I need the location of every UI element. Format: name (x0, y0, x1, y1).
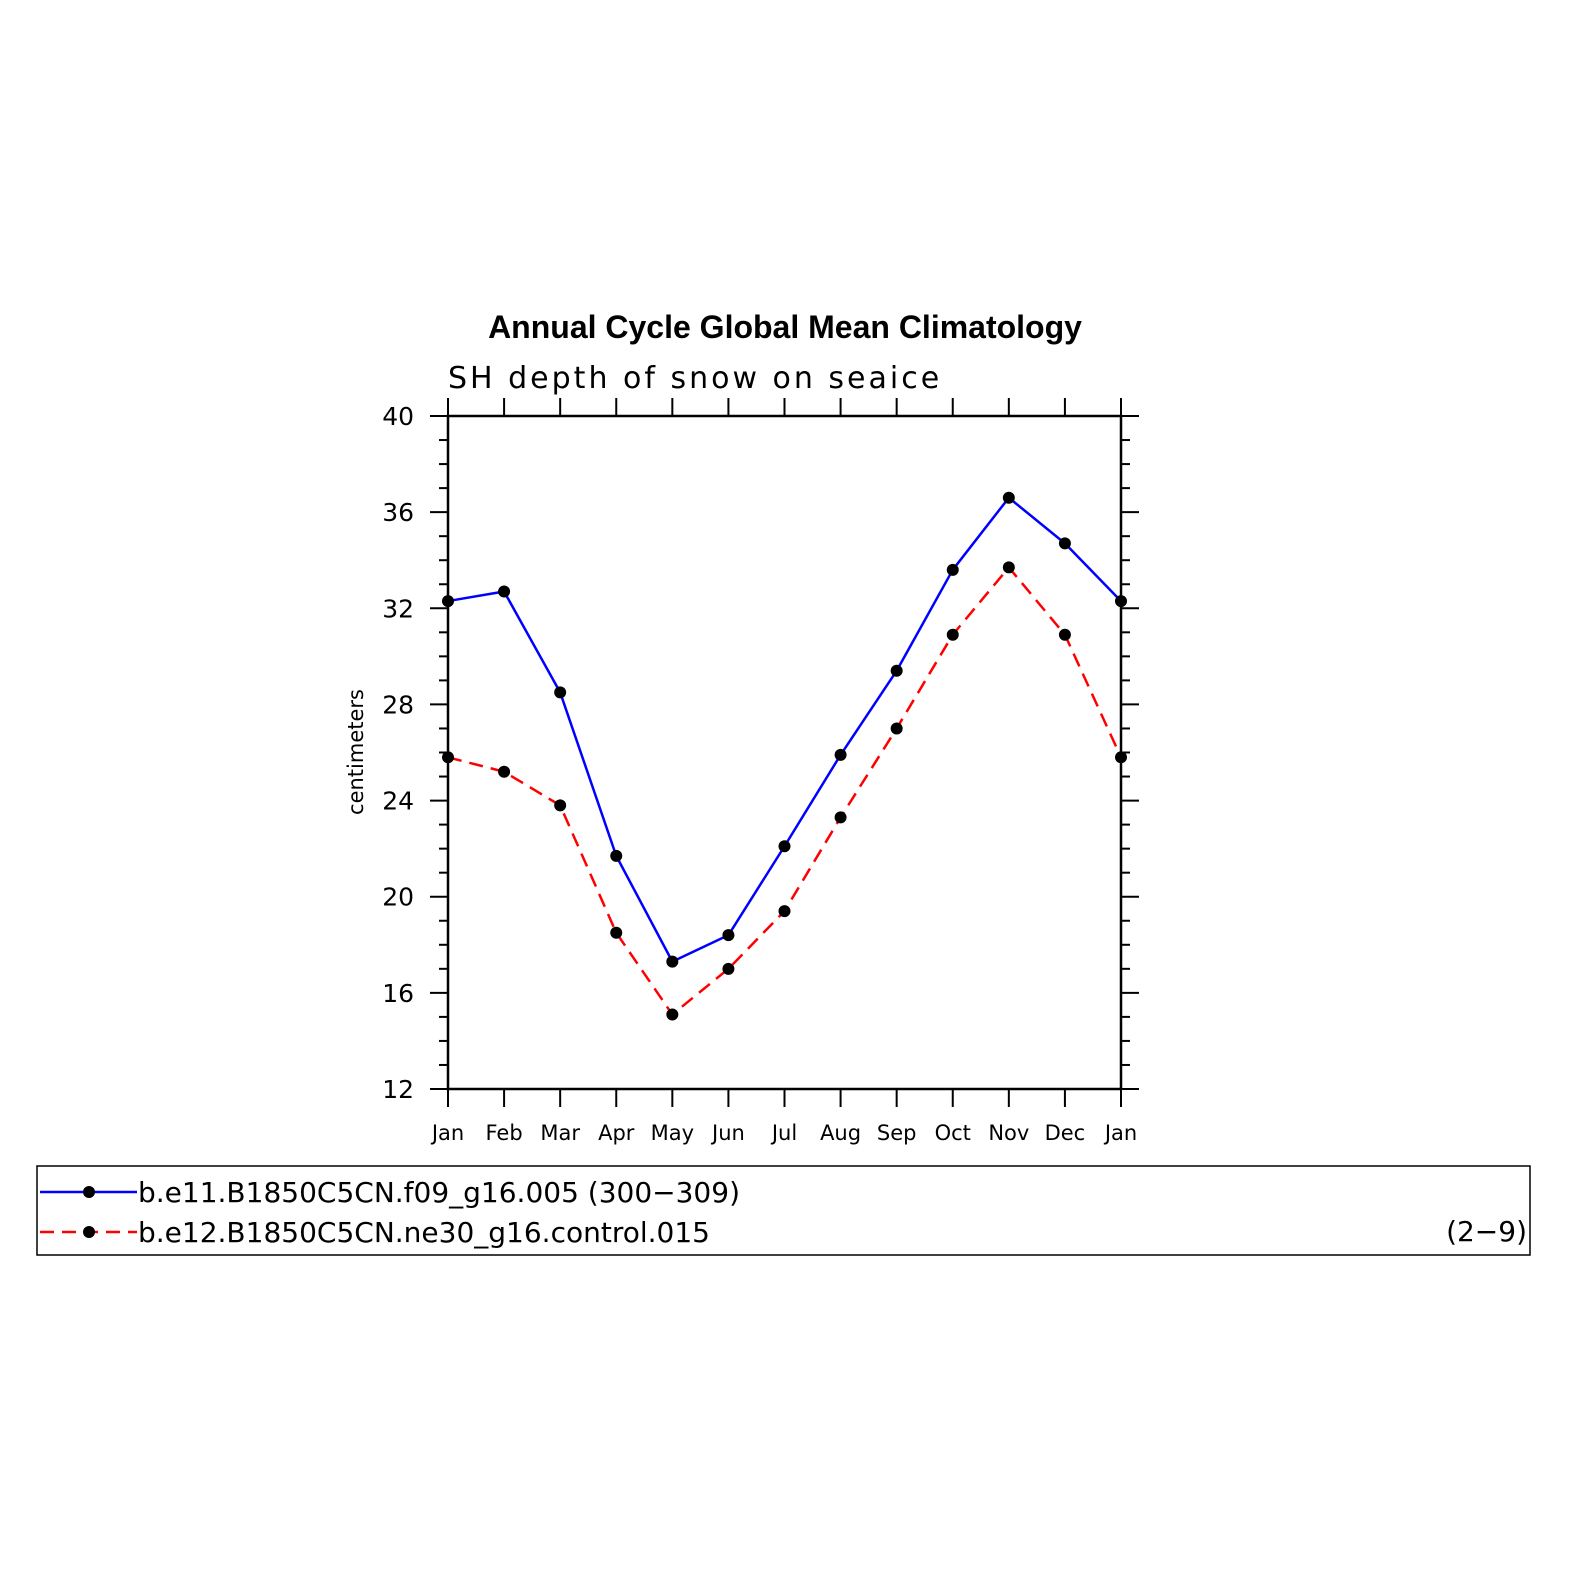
series-2-point (722, 962, 735, 975)
series-1-point (1002, 491, 1015, 504)
x-tick-label: Apr (598, 1121, 635, 1145)
x-tick-label: Jun (710, 1121, 745, 1145)
x-tick-label: Feb (485, 1121, 522, 1145)
x-tick-label: Jan (1103, 1121, 1137, 1145)
y-tick-label: 28 (382, 690, 414, 719)
series-1-point (778, 840, 791, 853)
series-1-point (610, 849, 623, 862)
x-tick-label: Jul (770, 1121, 797, 1145)
legend-extra-label: (2−9) (1446, 1215, 1527, 1248)
series-1-point (1058, 537, 1071, 550)
series-2-point (946, 628, 959, 641)
series-2-point (666, 1008, 679, 1021)
series-2-point (1058, 628, 1071, 641)
legend-marker-1 (83, 1186, 95, 1198)
x-tick-label: Dec (1045, 1121, 1086, 1145)
plot-frame (446, 414, 1123, 1091)
x-tick-label: Nov (988, 1121, 1029, 1145)
series-2-point (834, 811, 847, 824)
y-tick-label: 12 (382, 1075, 414, 1104)
y-tick-label: 20 (382, 883, 414, 912)
x-tick-label: Jan (430, 1121, 464, 1145)
series-1-point (442, 595, 454, 608)
x-tick-label: Aug (820, 1121, 861, 1145)
y-tick-label: 16 (382, 979, 414, 1008)
y-tick-label: 40 (382, 402, 414, 431)
chart-title: Annual Cycle Global Mean Climatology (488, 309, 1082, 345)
series-2-point (610, 926, 623, 939)
series-line-2 (447, 566, 1123, 1016)
series-1-point (498, 585, 511, 598)
legend-label-1: b.e11.B1850C5CN.f09_g16.005 (300−309) (138, 1176, 740, 1209)
series-1-point (946, 563, 959, 576)
legend: b.e11.B1850C5CN.f09_g16.005 (300−309) b.e… (36, 1165, 1531, 1256)
series-line-1 (447, 496, 1122, 963)
series-2-point (498, 765, 511, 778)
x-tick-label: Oct (935, 1121, 971, 1145)
series-1-point (554, 686, 567, 699)
y-tick-label: 36 (382, 498, 414, 527)
series-1-point (666, 955, 679, 968)
series-1-point (890, 664, 903, 677)
series-2-point (1115, 751, 1127, 764)
x-tick-label: Mar (540, 1121, 580, 1145)
x-tick-label: Sep (877, 1121, 917, 1145)
series-2-point (554, 799, 567, 812)
series-2-point (778, 905, 791, 918)
y-tick-label: 24 (382, 787, 414, 816)
legend-label-2: b.e12.B1850C5CN.ne30_g16.control.015 (138, 1216, 710, 1249)
series-2-point (890, 722, 903, 735)
series-layer (442, 491, 1127, 1021)
series-1-point (834, 748, 847, 761)
series-2-point (442, 751, 454, 764)
series-1-point (722, 929, 735, 942)
legend-marker-2 (83, 1226, 95, 1238)
legend-box (36, 1165, 1531, 1256)
chart-subtitle: SH depth of snow on seaice (448, 361, 942, 396)
x-tick-label: May (651, 1121, 694, 1145)
y-axis-label: centimeters (344, 689, 368, 815)
y-tick-label: 32 (382, 594, 414, 623)
plot-border (446, 414, 1123, 1091)
x-axis: Jan Feb Mar Apr May Jun Jul Aug Sep Oct Nov Dec Jan (430, 398, 1137, 1145)
series-2-point (1002, 561, 1015, 574)
series-1-point (1115, 595, 1127, 608)
y-axis: 12 16 20 24 28 32 36 40 (382, 402, 1139, 1104)
